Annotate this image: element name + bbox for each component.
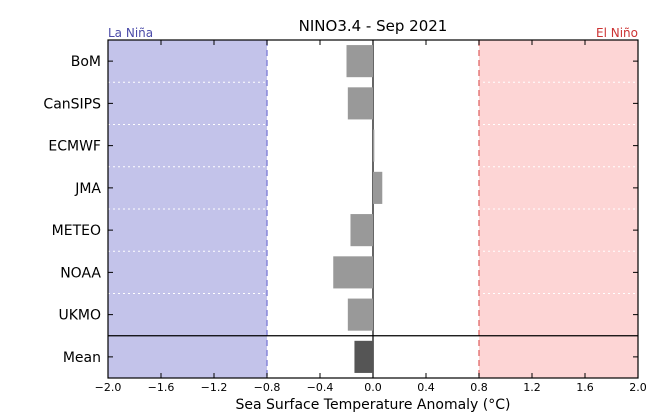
- x-tick-label: 1.2: [523, 381, 541, 394]
- category-label-jma: JMA: [74, 181, 101, 197]
- x-tick-label: −2.0: [95, 381, 122, 394]
- x-tick-label: −1.6: [148, 381, 175, 394]
- bars: [333, 45, 383, 373]
- la-nina-label: La Niña: [108, 26, 153, 40]
- bar-bom: [346, 45, 373, 78]
- category-label-mean: Mean: [63, 350, 101, 366]
- region-labels: La Niña El Niño: [108, 26, 638, 40]
- y-axis-labels: BoM CanSIPS ECMWF JMA METEO NOAA UKMO Mean: [43, 54, 638, 366]
- x-tick-label: −1.2: [201, 381, 228, 394]
- x-tick-label: 1.6: [576, 381, 594, 394]
- bar-meteo: [350, 214, 373, 247]
- bar-jma: [373, 171, 383, 204]
- category-label-bom: BoM: [71, 54, 101, 70]
- bar-mean: [354, 340, 373, 373]
- category-label-ecmwf: ECMWF: [48, 139, 101, 155]
- x-tick-label: 0.4: [417, 381, 435, 394]
- bar-ecmwf: [373, 129, 375, 162]
- x-tick-label: 0.0: [364, 381, 382, 394]
- category-label-meteo: METEO: [52, 223, 101, 239]
- x-axis-ticks: −2.0 −1.6 −1.2 −0.8 −0.4 0.0 0.4 0.8 1.2 1.6 2.0: [95, 40, 647, 394]
- x-axis-label: Sea Surface Temperature Anomaly (°C): [235, 397, 510, 413]
- chart-title: NINO3.4 - Sep 2021: [299, 17, 448, 35]
- bar-cansips: [347, 87, 373, 120]
- x-tick-label: 0.8: [470, 381, 488, 394]
- bar-ukmo: [347, 298, 373, 331]
- category-label-ukmo: UKMO: [58, 308, 101, 324]
- bar-noaa: [333, 256, 373, 289]
- el-nino-label: El Niño: [596, 26, 638, 40]
- x-tick-label: 2.0: [629, 381, 647, 394]
- x-tick-label: −0.4: [307, 381, 334, 394]
- category-label-cansips: CanSIPS: [43, 96, 101, 112]
- x-tick-label: −0.8: [254, 381, 281, 394]
- category-label-noaa: NOAA: [60, 265, 101, 281]
